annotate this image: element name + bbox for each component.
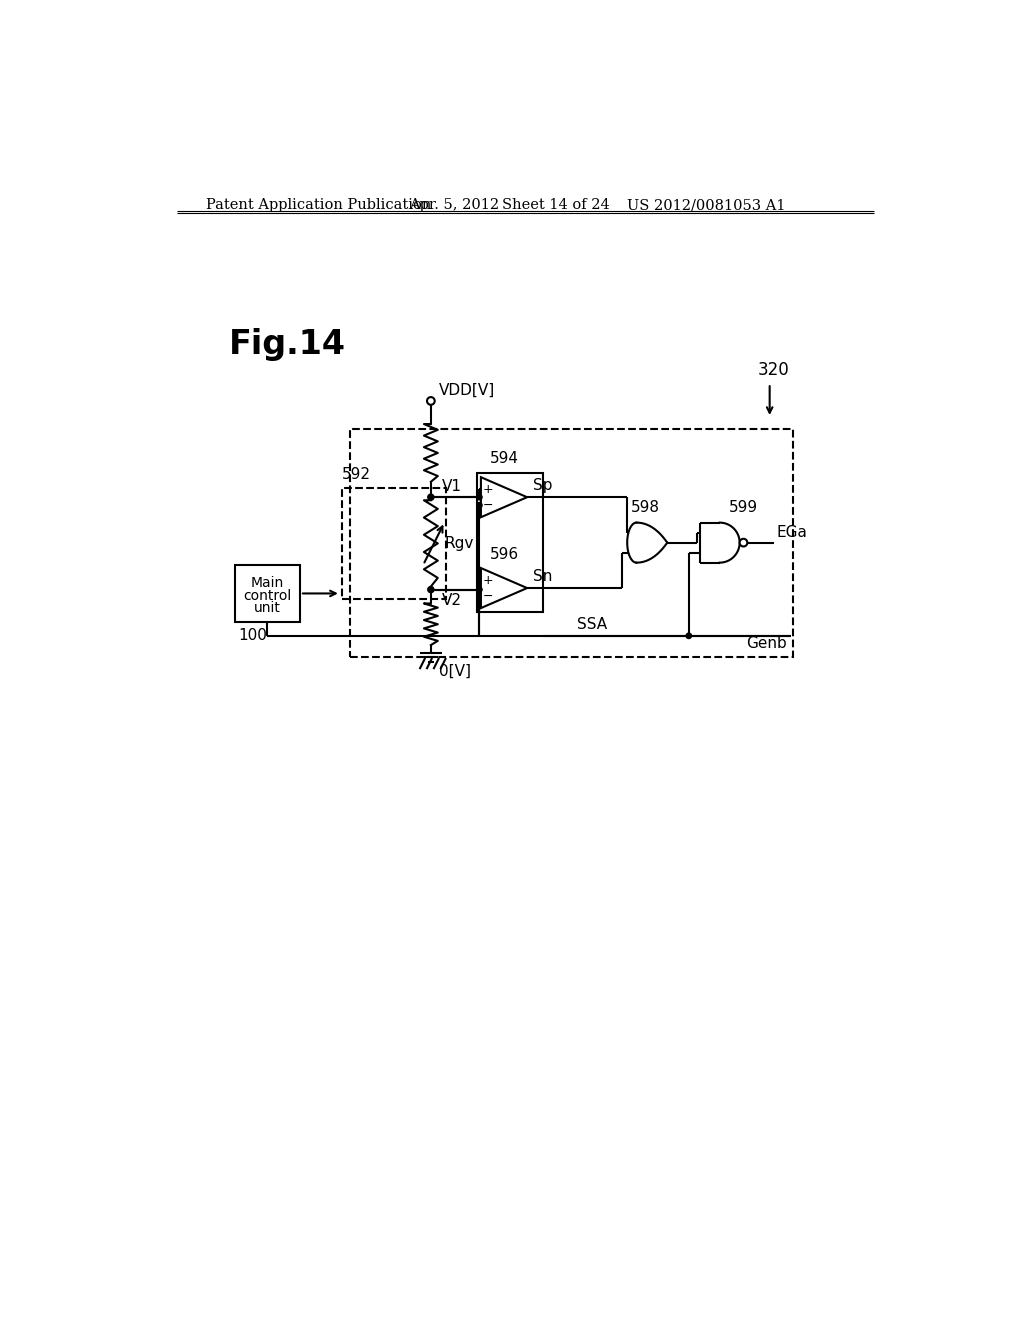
- Circle shape: [739, 539, 748, 546]
- Text: 592: 592: [342, 467, 372, 482]
- Text: Apr. 5, 2012: Apr. 5, 2012: [410, 198, 500, 213]
- Text: control: control: [243, 589, 292, 603]
- Text: 0[V]: 0[V]: [438, 664, 471, 678]
- Text: V1: V1: [441, 479, 462, 494]
- Text: US 2012/0081053 A1: US 2012/0081053 A1: [628, 198, 785, 213]
- Bar: [477, 474, 543, 612]
- Text: 100: 100: [239, 628, 267, 643]
- Text: 599: 599: [729, 500, 758, 515]
- Text: 598: 598: [631, 500, 659, 515]
- Text: Main: Main: [251, 577, 284, 590]
- Text: 596: 596: [489, 546, 518, 562]
- Text: Sheet 14 of 24: Sheet 14 of 24: [503, 198, 610, 213]
- Text: SSA: SSA: [578, 616, 607, 632]
- Text: unit: unit: [254, 601, 281, 615]
- Circle shape: [428, 586, 434, 593]
- Bar: [342, 488, 446, 599]
- Circle shape: [477, 587, 482, 593]
- Polygon shape: [481, 478, 527, 517]
- Text: Genb: Genb: [745, 636, 786, 651]
- Circle shape: [686, 634, 691, 639]
- Bar: [350, 429, 793, 657]
- Text: +: +: [482, 483, 494, 496]
- Polygon shape: [481, 568, 527, 609]
- Text: EGa: EGa: [776, 525, 808, 540]
- Text: +: +: [482, 574, 494, 586]
- Text: 594: 594: [489, 451, 518, 466]
- Circle shape: [428, 494, 434, 500]
- Bar: [234, 565, 300, 622]
- Text: −: −: [482, 590, 494, 602]
- Text: Fig.14: Fig.14: [229, 327, 346, 360]
- Text: Sp: Sp: [534, 478, 553, 494]
- Text: V2: V2: [441, 593, 462, 607]
- Text: Rgv: Rgv: [444, 536, 474, 550]
- Text: Sn: Sn: [534, 569, 553, 585]
- Circle shape: [477, 503, 482, 508]
- Text: −: −: [482, 499, 494, 512]
- Text: VDD[V]: VDD[V]: [438, 383, 495, 397]
- Circle shape: [477, 495, 482, 500]
- Text: Patent Application Publication: Patent Application Publication: [206, 198, 431, 213]
- Text: 320: 320: [758, 362, 790, 379]
